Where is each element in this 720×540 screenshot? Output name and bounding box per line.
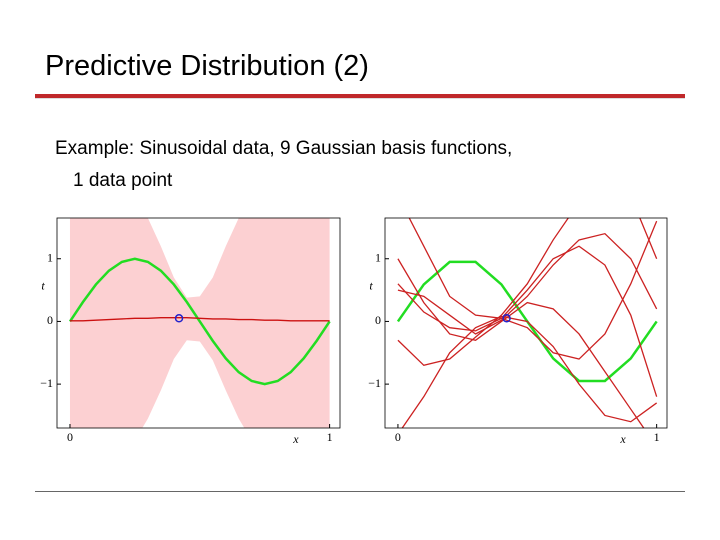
x-axis-label: x xyxy=(292,432,299,446)
x-tick-label: 0 xyxy=(395,430,401,444)
model-curve xyxy=(69,317,330,322)
data-point xyxy=(502,314,511,323)
body-text: 1 data point xyxy=(73,170,173,191)
x-tick-label: 1 xyxy=(654,430,660,444)
slide-title: Predictive Distribution (2) xyxy=(45,50,369,82)
y-tick-label: 1 xyxy=(47,250,53,264)
axes-frame xyxy=(56,217,341,429)
plot-area xyxy=(68,218,331,428)
model-curve xyxy=(397,218,658,367)
model-curve xyxy=(397,258,645,428)
y-tick-label: −1 xyxy=(40,376,53,390)
y-axis-label: t xyxy=(369,279,373,293)
target-curve xyxy=(68,257,331,386)
charts: 0 1 −1 0 1 x t 0 1 −1 0 1 x t xyxy=(40,217,668,446)
data-point xyxy=(174,314,184,323)
x-axis-label: x xyxy=(619,432,626,446)
y-tick-label: −1 xyxy=(368,376,381,390)
x-tick-label: 0 xyxy=(67,430,73,444)
model-curve xyxy=(397,232,658,335)
uncertainty-band xyxy=(69,218,330,428)
title-rule xyxy=(35,94,685,98)
title-rule-shadow xyxy=(35,98,685,99)
axes-frame xyxy=(384,217,668,429)
x-tick-label: 1 xyxy=(327,430,333,444)
y-tick-label: 1 xyxy=(375,250,381,264)
body-text: Example: Sinusoidal data, 9 Gaussian bas… xyxy=(55,138,513,159)
plot-area xyxy=(396,218,658,428)
model-curve xyxy=(408,218,658,360)
y-tick-label: 0 xyxy=(47,313,53,327)
y-axis-label: t xyxy=(41,279,45,293)
model-curve xyxy=(397,245,658,397)
footer-rule xyxy=(35,491,685,492)
y-tick-label: 0 xyxy=(375,313,381,327)
model-curve xyxy=(401,315,658,428)
